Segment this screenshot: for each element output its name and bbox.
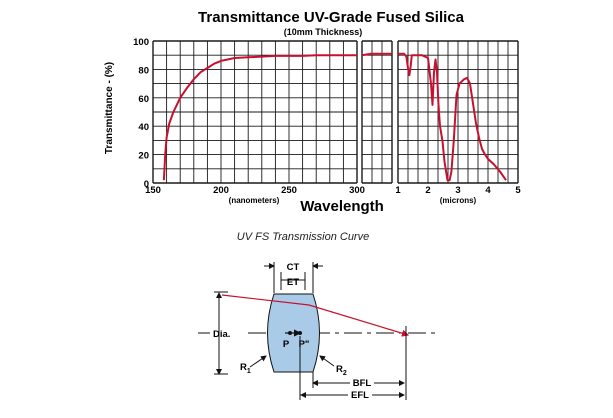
series-line-panel-0 [162,54,357,181]
y-tick-label: 80 [138,65,149,76]
y-tick-label: 20 [138,151,149,162]
label-p: P [283,339,290,350]
series-line-panel-1 [361,52,392,57]
y-tick-label: 40 [138,122,149,133]
label-r1: R1 [240,362,251,375]
label-r2: R2 [336,364,347,377]
series-line-panel-2 [398,52,507,182]
chart-subtitle: (10mm Thickness) [284,27,363,37]
y-tick-label: 0 [144,179,149,190]
panel-microns: 1 2 3 4 5 [395,40,521,196]
chart-title: Transmittance UV-Grade Fused Silica [198,9,465,26]
lens-diagram: Dia. CT ET P P" R1 R2 BFL E [198,262,436,401]
efl-label-bg [348,389,372,400]
y-tick-labels: 0 20 40 60 80 100 [133,37,149,190]
principal-point-p [288,331,292,335]
x-tick-label: 200 [213,185,229,196]
label-dia: Dia. [213,329,230,340]
x-tick-label: 150 [145,185,161,196]
r1-leader [249,355,267,368]
x-tick-label: 1 [395,185,401,196]
unit-label-microns: (microns) [440,196,477,205]
y-tick-label: 60 [138,94,149,105]
x-tick-label: 5 [515,185,521,196]
label-ct: CT [287,262,300,273]
x-tick-label: 4 [485,185,491,196]
x-axis-label: Wavelength [300,198,384,215]
x-tick-label: 250 [281,185,297,196]
x-tick-label: 300 [349,185,365,196]
y-tick-label: 100 [133,37,149,48]
label-r1-letter: R [240,362,247,373]
label-et: ET [287,277,299,288]
r2-leader [319,355,335,367]
label-r1-sub: 1 [247,368,251,375]
x-tick-label: 2 [425,185,430,196]
light-ray [221,294,410,337]
label-p-prime: P" [299,339,310,350]
panel-nanometers: 150 200 250 300 [145,40,365,196]
label-r2-letter: R [336,364,343,375]
unit-label-nanometers: (nanometers) [229,196,280,205]
label-efl: EFL [351,390,369,401]
x-tick-label: 3 [455,185,460,196]
chart-caption: UV FS Transmission Curve [237,231,369,243]
y-axis-label: Transmittance - (%) [104,62,115,154]
panel-visible [361,40,393,184]
label-bfl: BFL [353,378,372,389]
label-r2-sub: 2 [343,370,347,377]
bfl-label-bg [350,377,374,388]
principal-point-p-prime [298,331,302,335]
